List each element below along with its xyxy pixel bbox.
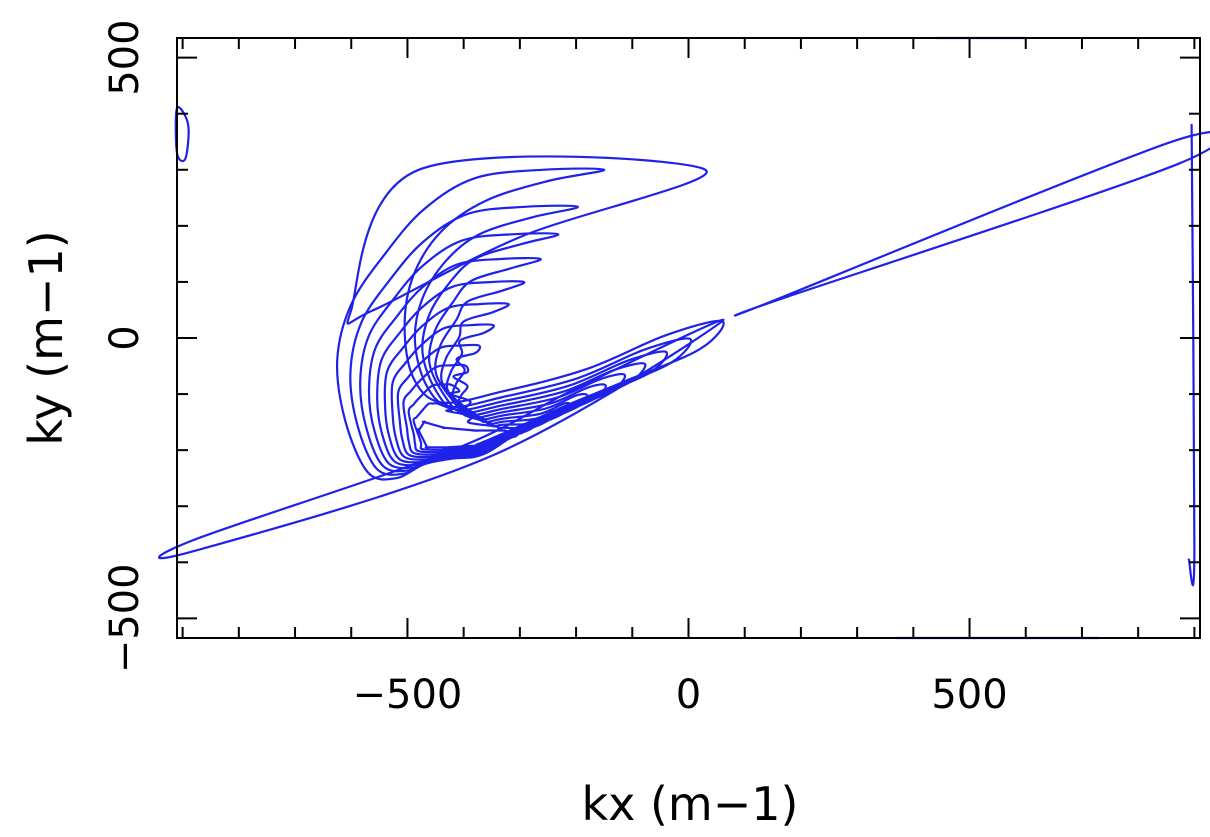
y-axis-title: ky (m−1) — [19, 230, 73, 445]
x-tick-label: 500 — [931, 672, 1007, 718]
x-tick-label: −500 — [353, 672, 463, 718]
right-streak — [733, 131, 1210, 317]
y-tick-label: −500 — [102, 563, 148, 673]
x-axis-title: kx (m−1) — [582, 777, 799, 831]
crescent-contour — [402, 363, 556, 456]
tick-labels: −500 0 500 −500 0 500 — [102, 19, 1008, 718]
tail-streak — [158, 318, 725, 560]
x-tick-label: 0 — [676, 672, 701, 718]
ghost-right — [1187, 123, 1196, 587]
crescent-contour — [416, 420, 524, 450]
tick-marks — [177, 38, 1200, 638]
contour-lines — [158, 36, 1210, 640]
y-tick-label: 0 — [102, 325, 148, 350]
upper-arm — [346, 155, 708, 325]
y-tick-label: 500 — [102, 19, 148, 95]
